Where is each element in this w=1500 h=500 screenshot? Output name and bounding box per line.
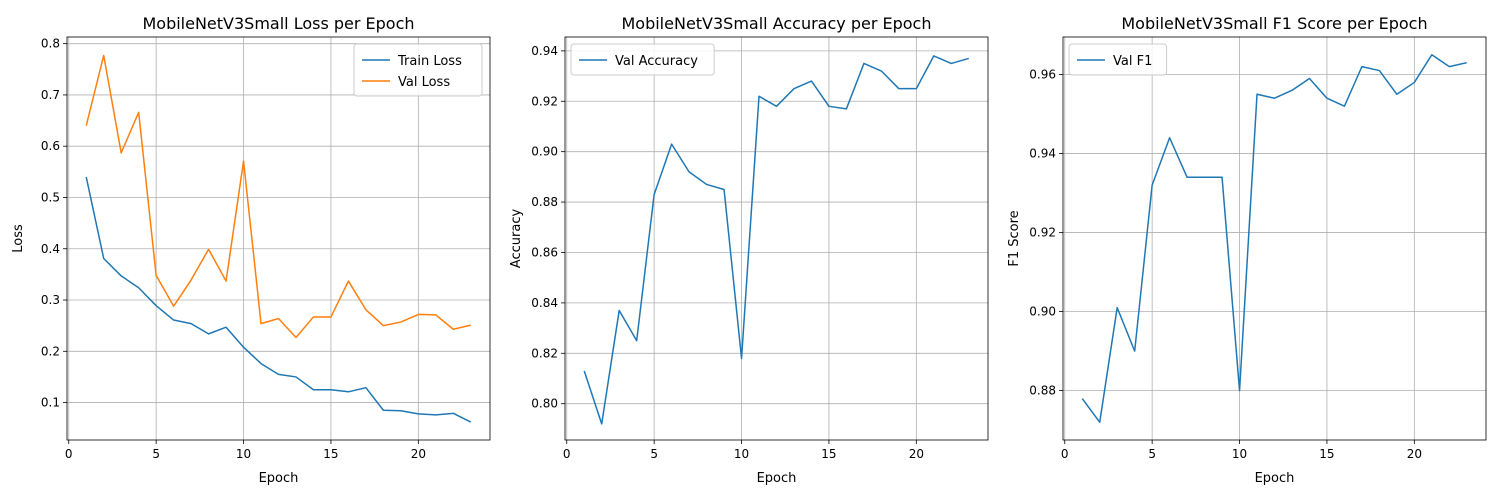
legend-entry: Val Accuracy <box>615 54 698 69</box>
legend: Val F1 <box>1068 43 1168 76</box>
legend-entry: Val Loss <box>398 75 450 90</box>
chart-title: MobileNetV3Small F1 Score per Epoch <box>1121 14 1427 33</box>
x-tick-label: 20 <box>1407 447 1422 461</box>
series-line-val-f1 <box>1081 54 1467 423</box>
y-axis-label: Accuracy <box>509 209 524 269</box>
x-tick-label: 20 <box>909 447 924 461</box>
y-tick-label: 0.90 <box>531 145 558 159</box>
legend-entry: Val F1 <box>1113 54 1152 69</box>
y-tick-label: 0.6 <box>41 139 60 153</box>
chart-title: MobileNetV3Small Loss per Epoch <box>142 14 414 33</box>
y-axis-label: F1 Score <box>1007 210 1022 266</box>
x-tick-label: 15 <box>1319 447 1334 461</box>
y-tick-label: 0.7 <box>41 88 60 102</box>
axes-frame <box>66 36 491 441</box>
y-tick-label: 0.2 <box>41 344 60 358</box>
axes-frame <box>1062 36 1487 441</box>
subplot-2: 0 5 10 15 20 0.80 0.82 0.84 0.86 0.88 0.90 0.92 0.94… <box>509 14 989 486</box>
y-tick-label: 0.90 <box>1029 305 1056 319</box>
y-tick-label: 0.5 <box>41 190 60 204</box>
series-line-val-loss <box>85 54 471 339</box>
x-tick-label: 10 <box>236 447 251 461</box>
y-tick-label: 0.86 <box>531 245 558 259</box>
legend-entry: Train Loss <box>397 54 462 69</box>
legend-box <box>353 43 483 97</box>
x-axis-label: Epoch <box>259 471 299 486</box>
y-tick-label: 0.84 <box>531 296 558 310</box>
y-tick-label: 0.3 <box>41 293 60 307</box>
legend-box <box>1068 43 1168 76</box>
x-tick-label: 15 <box>323 447 338 461</box>
y-tick-label: 0.94 <box>1029 147 1056 161</box>
subplot-3: 0 5 10 15 20 0.88 0.90 0.92 0.94 0.96 MobileNetV3S… <box>1007 14 1487 486</box>
x-tick-label: 10 <box>1232 447 1247 461</box>
x-tick-label: 0 <box>65 447 73 461</box>
x-tick-label: 10 <box>734 447 749 461</box>
x-axis-label: Epoch <box>757 471 797 486</box>
axes-frame <box>564 36 989 441</box>
y-tick-label: 0.4 <box>41 242 60 256</box>
y-tick-label: 0.94 <box>531 44 558 58</box>
y-axis-label: Loss <box>11 224 26 253</box>
y-tick-label: 0.88 <box>531 195 558 209</box>
x-tick-label: 5 <box>152 447 160 461</box>
y-tick-label: 0.8 <box>41 37 60 51</box>
x-axis-label: Epoch <box>1255 471 1295 486</box>
legend-box <box>570 43 715 76</box>
y-tick-label: 0.80 <box>531 397 558 411</box>
chart-title: MobileNetV3Small Accuracy per Epoch <box>621 14 931 33</box>
series-line-train-loss <box>85 176 472 423</box>
series-line-val-accuracy <box>583 55 969 425</box>
legend: Val Accuracy <box>570 43 715 76</box>
y-tick-label: 0.92 <box>531 94 558 108</box>
legend: Train Loss Val Loss <box>353 43 483 97</box>
x-tick-label: 20 <box>411 447 426 461</box>
y-tick-label: 0.92 <box>1029 226 1056 240</box>
y-tick-label: 0.1 <box>41 396 60 410</box>
x-tick-label: 15 <box>821 447 836 461</box>
x-tick-label: 5 <box>1148 447 1156 461</box>
y-tick-label: 0.82 <box>531 346 558 360</box>
y-tick-label: 0.96 <box>1029 68 1056 82</box>
subplot-1: 0 5 10 15 20 0.1 0.2 0.3 0.4 0.5 0.6 0.7 0.8 MobileNe… <box>11 14 491 486</box>
x-tick-label: 0 <box>563 447 571 461</box>
x-tick-label: 5 <box>650 447 658 461</box>
x-tick-label: 0 <box>1061 447 1069 461</box>
y-tick-label: 0.88 <box>1029 384 1056 398</box>
plots: 0 5 10 15 20 0.1 0.2 0.3 0.4 0.5 0.6 0.7 0.8 MobileNe… <box>11 14 1487 486</box>
